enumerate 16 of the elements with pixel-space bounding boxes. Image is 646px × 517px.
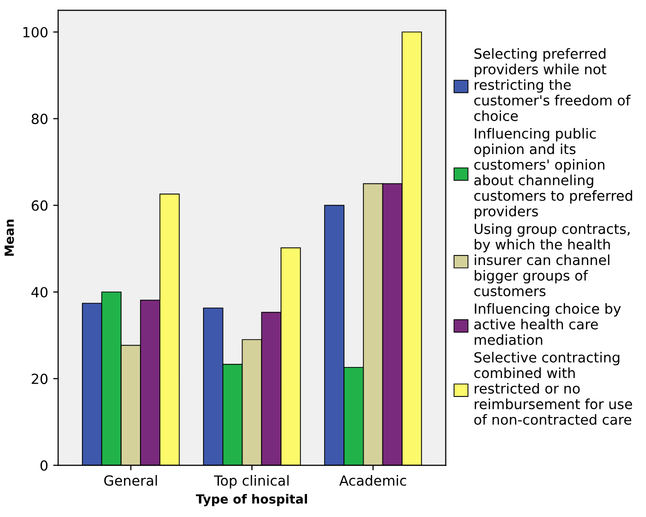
y-tick-label: 40 <box>31 286 48 298</box>
y-axis-title: Mean <box>4 220 14 256</box>
legend-label: Selective contracting combined with restricted or no reimbursement for use of non-contracted care <box>474 352 632 425</box>
legend-label: Selecting preferred providers while not restricting the customer's freedom of choice <box>474 48 631 122</box>
x-tick-label: General <box>104 475 157 486</box>
y-tick-label: 100 <box>23 26 48 38</box>
legend-label: Using group contracts, by which the health insurer can channel bigger groups of customers <box>474 223 630 296</box>
x-axis-title: Type of hospital <box>196 494 307 506</box>
x-tick-label: Top clinical <box>214 475 289 488</box>
y-tick-label: 80 <box>32 114 48 124</box>
y-tick-label: 60 <box>32 200 48 211</box>
x-tick-label: Academic <box>339 475 406 486</box>
y-tick-label: 20 <box>32 374 48 384</box>
y-tick-label: 0 <box>40 460 48 471</box>
legend-label: Influencing choice by active health care mediation <box>474 303 621 345</box>
legend-label: Influencing public opinion and its customers' opinion about channeling customers to preferred providers <box>474 128 632 220</box>
